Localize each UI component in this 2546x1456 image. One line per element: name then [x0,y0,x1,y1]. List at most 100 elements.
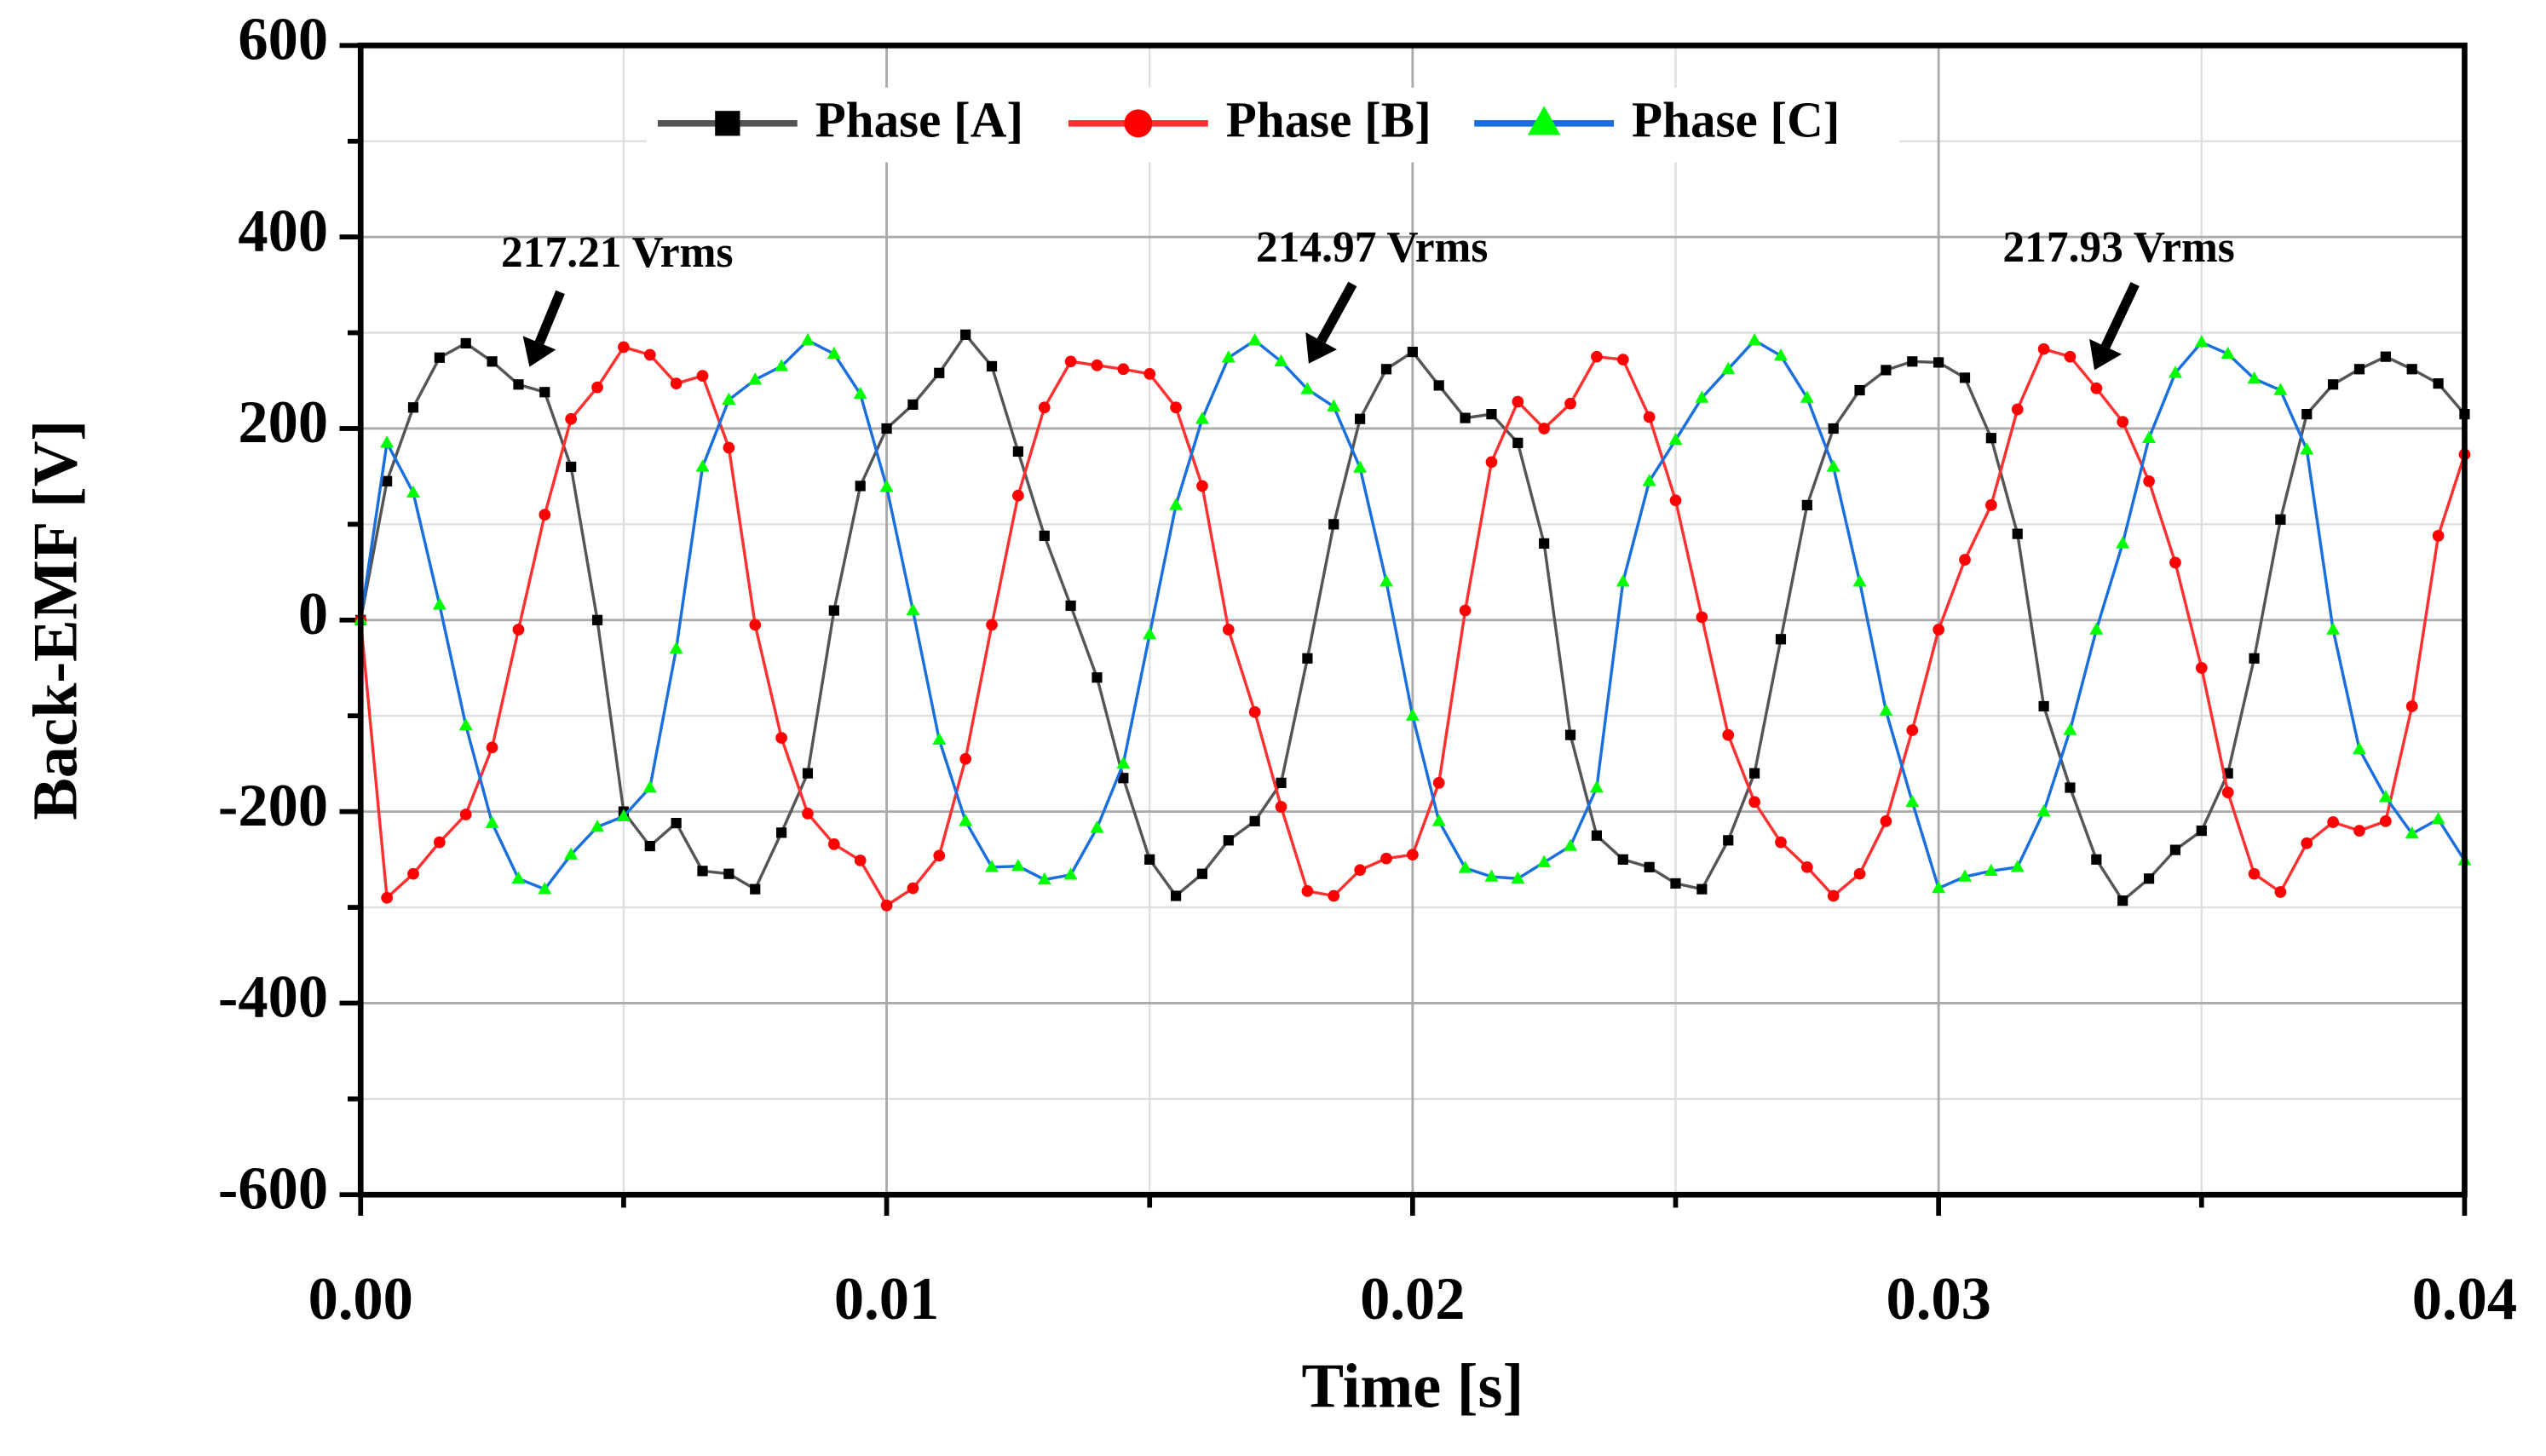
marker [1511,871,1525,884]
marker [1642,474,1656,486]
marker [1248,705,1261,718]
marker [2064,350,2077,363]
marker [1195,411,1209,424]
marker [907,882,919,895]
marker [960,329,971,340]
marker [618,341,630,354]
marker [566,461,577,473]
marker [1852,574,1867,587]
marker [2380,351,2391,362]
marker [485,815,499,828]
marker [591,381,603,394]
marker [591,614,603,625]
marker [1170,890,1182,901]
marker [2195,662,2208,674]
marker [1828,423,1839,434]
marker [2275,514,2286,525]
annotation-arrow [2100,281,2140,349]
marker [1827,889,1840,902]
marker [1039,530,1050,541]
marker [2405,826,2419,839]
marker [1302,653,1313,664]
marker [854,855,867,866]
marker [1485,456,1498,469]
marker [669,641,683,654]
marker [2300,442,2314,455]
marker [1958,869,1973,882]
marker [1906,724,1919,736]
marker [1984,863,1998,877]
marker [2010,860,2025,872]
marker [802,808,814,820]
marker [880,899,893,912]
marker [1853,867,1866,880]
marker [1879,704,1893,716]
legend-box [646,87,1900,163]
marker [2274,886,2287,898]
marker [1880,815,1892,827]
marker [1905,794,1920,808]
marker [1247,332,1262,346]
marker [750,883,761,895]
marker [827,837,840,850]
marker [2379,815,2392,827]
marker [1353,460,1368,473]
marker [1564,838,1578,851]
annotation-arrow [1316,281,1357,343]
marker [959,814,973,826]
marker [1432,777,1445,789]
marker [1012,489,1024,502]
marker [2221,786,2234,798]
marker [1800,860,1813,873]
marker [407,867,419,880]
marker [1276,777,1287,788]
y-tick-label: -400 [218,964,328,1031]
marker [2168,365,2182,378]
marker [907,399,919,410]
marker [749,619,762,631]
marker [1773,348,1788,361]
marker [1459,604,1472,617]
marker [985,860,999,872]
marker [1143,368,1156,380]
marker [460,337,471,349]
marker [1775,634,1787,645]
marker [1405,708,1420,721]
marker [1801,499,1812,511]
marker [1063,867,1078,880]
marker [1484,869,1499,882]
marker [1407,346,1418,358]
marker [1538,423,1551,434]
marker [906,602,920,616]
marker [1775,836,1787,849]
marker [696,370,709,383]
legend: Phase [A] Phase [B] Phase [C] [646,87,1900,163]
plot-frame [357,43,2468,1198]
marker [1589,780,1604,793]
marker [1537,855,1552,867]
marker [616,809,631,821]
marker [775,359,789,371]
marker [2327,816,2339,828]
marker [434,352,445,363]
marker [1275,801,1287,813]
marker [1695,390,1709,403]
annotation: 217.21 Vrms [501,228,733,277]
marker [1512,395,1524,408]
marker [1527,106,1561,135]
marker [590,820,605,832]
marker [458,717,473,731]
marker [2326,622,2341,635]
marker [1486,409,1497,420]
marker [539,509,551,521]
marker [2117,895,2128,906]
marker [1118,773,1129,784]
marker [1723,835,1734,846]
marker [800,332,815,346]
y-tick-label: 400 [238,198,328,264]
marker [513,379,524,390]
marker [1380,852,1392,865]
marker [2142,430,2157,443]
marker [2433,378,2444,389]
marker [1064,355,1077,368]
